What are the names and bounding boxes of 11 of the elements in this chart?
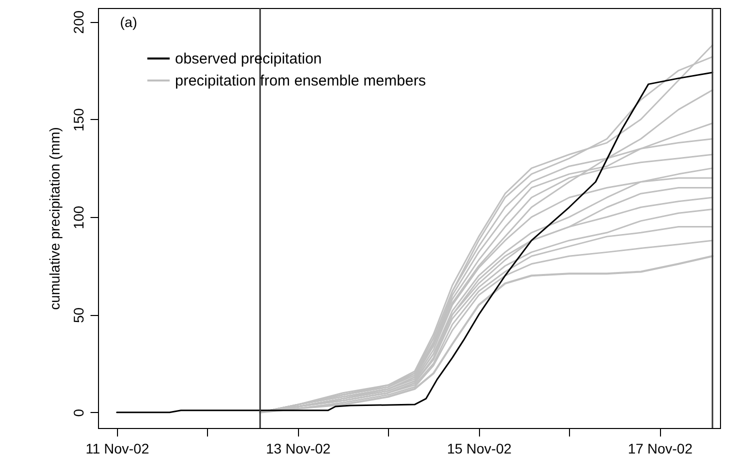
x-tick-label: 17 Nov-02 — [628, 440, 693, 456]
y-tick-label: 150 — [70, 108, 86, 132]
y-tick-label: 100 — [70, 206, 86, 230]
y-tick-label: 0 — [70, 408, 86, 417]
y-axis-title: cumulative precipitation (mm) — [46, 127, 62, 310]
x-tick-label: 15 Nov-02 — [446, 440, 512, 456]
annotation: (a) — [120, 14, 138, 30]
x-tick-label: 13 Nov-02 — [266, 440, 331, 456]
y-tick-label: 50 — [70, 307, 86, 323]
y-tick-label: 200 — [70, 10, 86, 34]
x-tick-label: 11 Nov-02 — [86, 440, 150, 456]
